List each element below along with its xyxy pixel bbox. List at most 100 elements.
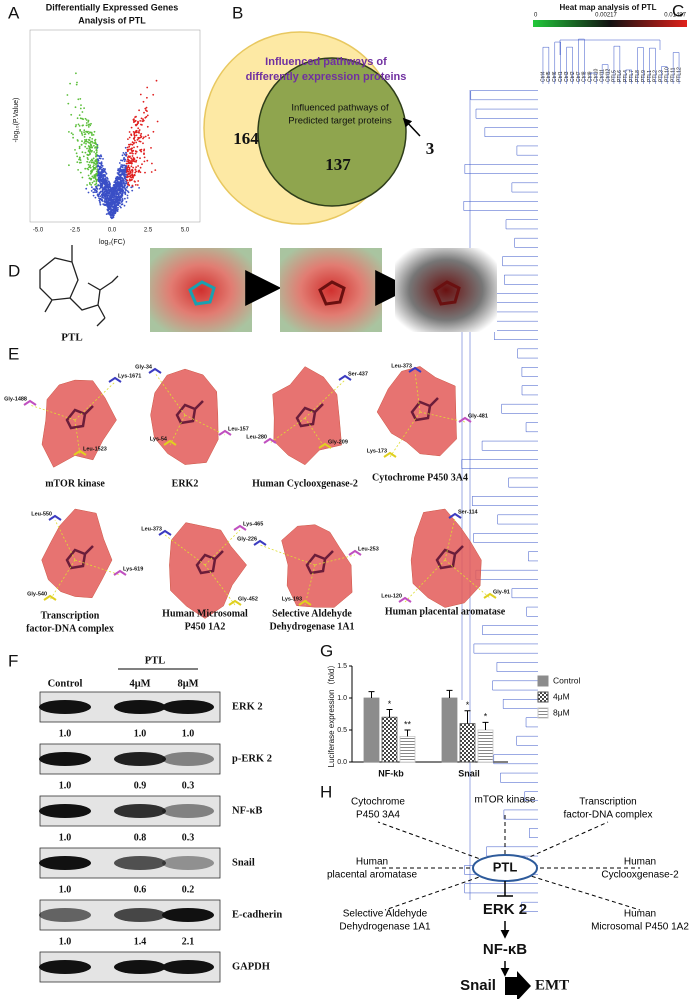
point	[104, 177, 107, 180]
point	[146, 96, 148, 99]
h-bond	[404, 559, 446, 603]
point	[137, 137, 140, 140]
plot-frame	[29, 29, 201, 223]
point	[116, 210, 119, 213]
residue	[398, 596, 412, 603]
point	[97, 195, 100, 198]
residue	[158, 529, 172, 536]
point	[114, 200, 116, 203]
point	[101, 183, 104, 185]
point	[80, 161, 82, 164]
point	[96, 145, 99, 147]
point	[132, 159, 135, 162]
point	[70, 113, 73, 116]
panel-letter: E	[8, 344, 19, 363]
point	[138, 187, 141, 189]
point	[93, 151, 96, 153]
venn-inner	[257, 57, 407, 207]
point	[95, 162, 98, 165]
point	[99, 166, 102, 169]
protein-surface	[169, 522, 247, 619]
residue-label: Ser-114	[458, 509, 479, 515]
point	[146, 125, 149, 128]
point	[75, 152, 78, 155]
residue	[458, 416, 472, 423]
point	[122, 182, 125, 185]
point	[72, 133, 74, 136]
point	[117, 169, 120, 172]
error-bar	[368, 691, 375, 698]
point	[95, 174, 98, 176]
point	[120, 164, 123, 166]
point	[129, 160, 131, 162]
point	[97, 155, 99, 157]
arrow	[402, 117, 421, 137]
point	[90, 131, 93, 134]
point	[116, 186, 118, 189]
bar	[399, 736, 416, 763]
point	[78, 147, 81, 150]
point	[90, 190, 93, 192]
protein-label: E-cadherin	[232, 909, 282, 920]
point	[128, 168, 130, 171]
point	[101, 179, 103, 182]
docking-image	[280, 248, 382, 332]
point	[115, 183, 118, 186]
column-label: PTL8	[635, 70, 641, 82]
point	[137, 165, 140, 167]
point	[130, 157, 133, 160]
point	[130, 165, 133, 168]
point	[92, 134, 95, 136]
h-bond	[314, 554, 356, 566]
point	[139, 149, 142, 152]
point	[81, 151, 84, 154]
point	[91, 181, 94, 184]
column-label: Ctrl3	[564, 71, 570, 82]
point	[92, 191, 95, 194]
point	[105, 172, 108, 175]
point	[99, 195, 102, 198]
band	[39, 804, 91, 818]
point	[87, 191, 90, 194]
point	[126, 171, 128, 173]
residue	[253, 539, 267, 546]
point	[107, 186, 109, 188]
point	[84, 145, 87, 148]
residue	[383, 451, 397, 458]
level: 0.6	[134, 884, 147, 895]
point	[140, 132, 143, 135]
h-bond	[204, 529, 241, 566]
point	[118, 197, 121, 200]
point	[110, 214, 112, 217]
point	[85, 187, 88, 190]
point	[100, 162, 103, 165]
point	[120, 159, 122, 162]
point	[104, 193, 106, 196]
dendrogram	[461, 38, 680, 912]
column-label: PTL9	[641, 70, 647, 82]
point	[143, 153, 145, 156]
point	[94, 160, 97, 163]
point	[126, 166, 129, 169]
point	[90, 184, 93, 186]
point	[110, 199, 112, 201]
point	[104, 200, 107, 203]
residue-label: Lys-1671	[118, 373, 141, 379]
error-bar	[482, 721, 489, 730]
point	[90, 178, 92, 181]
point	[138, 109, 141, 112]
point	[117, 173, 120, 176]
count: 164	[233, 129, 259, 148]
protein-surface	[376, 366, 457, 457]
band	[39, 908, 91, 922]
chain-node: NF-κB	[483, 941, 527, 958]
point	[133, 146, 135, 149]
column-label: Ctrl11	[599, 69, 605, 82]
residue	[113, 569, 127, 576]
point	[137, 127, 140, 130]
point	[96, 150, 98, 152]
point	[89, 164, 92, 167]
target-label: Dehydrogenase 1A1	[269, 621, 354, 632]
column-label: Ctrl12	[605, 68, 611, 82]
